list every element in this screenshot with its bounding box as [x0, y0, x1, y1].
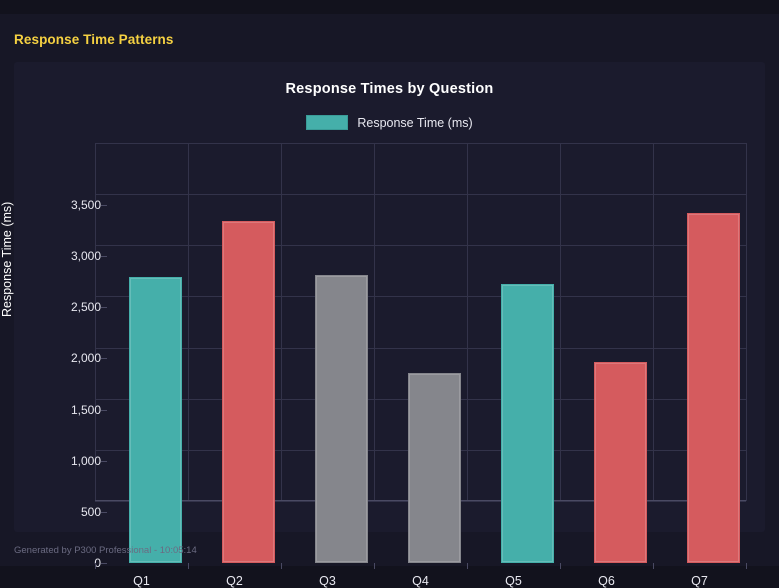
x-axis-tick-mark [560, 563, 561, 569]
page-title: Response Time Patterns [14, 32, 174, 47]
y-axis-tick-label: 2,500 [70, 300, 101, 315]
bar-q3[interactable] [315, 274, 368, 563]
x-axis-tick-mark [467, 563, 468, 569]
x-axis-tick-label-q1: Q1 [133, 574, 150, 588]
x-axis-tick-mark [95, 563, 96, 569]
y-axis-tick-mark [101, 256, 107, 258]
gridline-vertical [188, 143, 189, 501]
chart-legend: Response Time (ms) [14, 115, 765, 130]
gridline-vertical [281, 143, 282, 501]
bar-q5[interactable] [501, 283, 554, 563]
gridline-vertical [746, 143, 747, 501]
gridline-horizontal [95, 296, 746, 298]
bar-series [109, 205, 760, 563]
legend-item[interactable]: Response Time (ms) [306, 115, 473, 130]
y-axis-tick-mark [101, 511, 107, 513]
gridline-horizontal [95, 347, 746, 349]
y-axis-tick-label: 3,000 [70, 249, 101, 264]
y-axis-tick-label: 0 [94, 556, 101, 570]
x-axis-tick-label-q2: Q2 [226, 574, 243, 588]
x-axis-tick-label-q6: Q6 [598, 574, 615, 588]
legend-swatch-icon [306, 115, 349, 130]
chart-title: Response Times by Question [285, 81, 494, 97]
bar-q7[interactable] [687, 213, 740, 563]
y-axis-tick-label: 1,000 [70, 453, 101, 468]
gridline-horizontal [95, 143, 746, 144]
window-top-strip [0, 0, 779, 14]
chart-card: Response Times by Question Response Time… [0, 62, 765, 588]
gridline-vertical [467, 143, 468, 501]
bar-q6[interactable] [594, 361, 647, 563]
x-axis-tick-mark [653, 563, 654, 569]
footer-text: Generated by P300 Professional - 10:05:1… [14, 545, 197, 556]
y-axis-title: Response Time (ms) [0, 201, 14, 317]
y-axis-tick-mark [101, 563, 107, 564]
y-axis-tick-label: 1,500 [70, 402, 101, 417]
gridline-horizontal [95, 194, 746, 196]
y-axis-tick-mark [101, 205, 107, 206]
gridline-vertical [95, 143, 96, 501]
x-axis-tick-label-q3: Q3 [319, 574, 336, 588]
bar-q1[interactable] [129, 276, 182, 563]
x-axis-tick-mark [281, 563, 282, 569]
x-axis-tick-label-q4: Q4 [412, 574, 429, 588]
gridline-horizontal [95, 245, 746, 247]
y-axis-tick-mark [101, 307, 107, 309]
y-axis-tick-label: 2,000 [70, 351, 101, 366]
x-axis-tick-label-q5: Q5 [505, 574, 522, 588]
y-axis-tick-mark [101, 409, 107, 411]
x-axis-tick-label-q7: Q7 [691, 574, 708, 588]
bar-q2[interactable] [222, 221, 275, 563]
y-axis-tick-label: 3,500 [70, 198, 101, 212]
x-axis-tick-mark [374, 563, 375, 569]
x-axis-tick-mark [188, 563, 189, 569]
y-axis-tick-mark [101, 358, 107, 360]
gridline-vertical [374, 143, 375, 501]
y-axis-ticks: 0 500 1,000 1,500 2,000 2,500 3,000 3,500 [14, 198, 107, 570]
y-axis-tick-label: 500 [80, 504, 101, 519]
gridline-vertical [653, 143, 654, 501]
gridline-vertical [560, 143, 561, 501]
y-axis-tick-mark [101, 460, 107, 462]
legend-label: Response Time (ms) [357, 115, 473, 130]
x-axis-tick-mark [746, 563, 747, 569]
bar-q4[interactable] [408, 372, 461, 563]
